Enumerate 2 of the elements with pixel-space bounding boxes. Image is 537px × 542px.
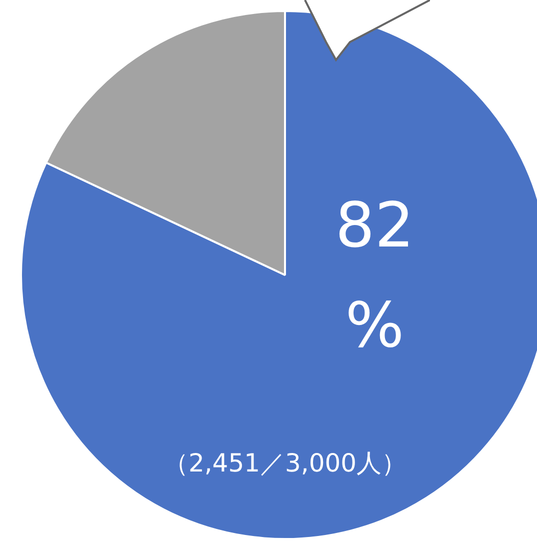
data-label: 82 % [335,188,414,362]
text: （2,451／3,000人） [163,448,407,478]
